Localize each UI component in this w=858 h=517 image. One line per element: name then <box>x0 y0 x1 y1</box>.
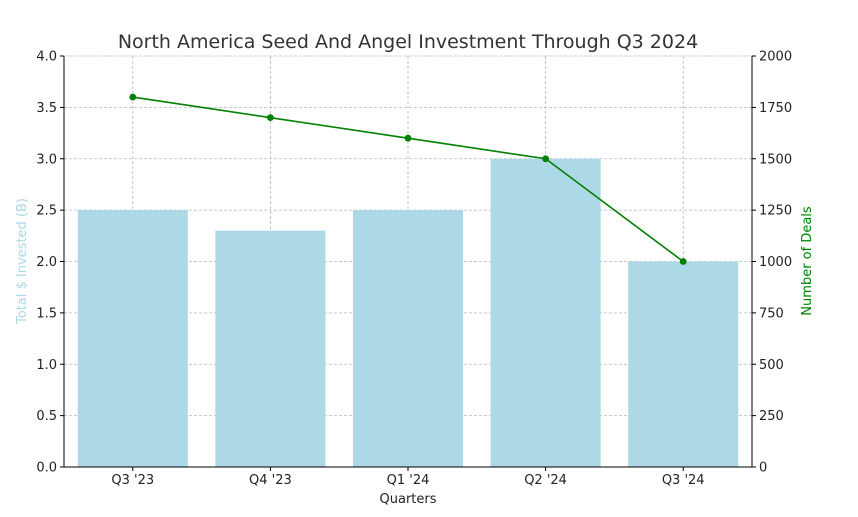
y2-tick-label: 500 <box>759 358 784 373</box>
deals-point <box>404 134 412 142</box>
axes-frame <box>60 55 756 471</box>
y-tick-label: 3.0 <box>36 152 57 167</box>
deals-point <box>267 114 274 122</box>
bar <box>77 210 188 467</box>
y-axis-label: Total $ Invested (B) <box>15 198 30 325</box>
y-tick-label: 2.5 <box>36 204 57 219</box>
bar <box>490 158 601 467</box>
y2-tick-label: 1500 <box>759 152 792 167</box>
y2-tick-label: 1250 <box>759 204 792 219</box>
y-tick-label: 0.0 <box>36 461 57 476</box>
bar-series <box>77 158 739 467</box>
bar <box>215 230 326 467</box>
y-tick-label: 1.0 <box>36 358 57 373</box>
x-tick-label: Q3 '23 <box>111 473 154 488</box>
y2-tick-label: 0 <box>759 461 767 476</box>
y2-tick-label: 750 <box>759 306 784 321</box>
deals-point <box>129 93 137 101</box>
chart-title: North America Seed And Angel Investment … <box>118 31 698 53</box>
x-tick-label: Q4 '23 <box>249 473 292 488</box>
bar <box>628 261 739 467</box>
y-tick-label: 0.5 <box>36 409 57 424</box>
y-tick-label: 3.5 <box>36 101 57 116</box>
y2-tick-label: 1000 <box>759 255 792 270</box>
line-series <box>129 93 687 265</box>
y-tick-label: 1.5 <box>36 306 57 321</box>
x-tick-label: Q2 '24 <box>524 473 567 488</box>
y-tick-label: 2.0 <box>36 255 57 270</box>
y2-tick-label: 250 <box>759 409 784 424</box>
y2-tick-label: 1750 <box>759 101 792 116</box>
bar <box>352 210 464 467</box>
y2-axis-label: Number of Deals <box>800 206 815 316</box>
x-axis-label: Quarters <box>380 492 437 507</box>
x-tick-label: Q1 '24 <box>387 473 430 488</box>
deals-point <box>542 155 549 163</box>
tick-labels: 0.0 0.5 1.0 1.5 2.0 2.5 3.0 3.5 4.0 0 250 500 750 100… <box>36 50 792 489</box>
y2-tick-label: 2000 <box>759 50 792 65</box>
x-tick-label: Q3 '24 <box>662 473 705 488</box>
deals-point <box>679 258 687 265</box>
y-tick-label: 4.0 <box>36 50 57 65</box>
